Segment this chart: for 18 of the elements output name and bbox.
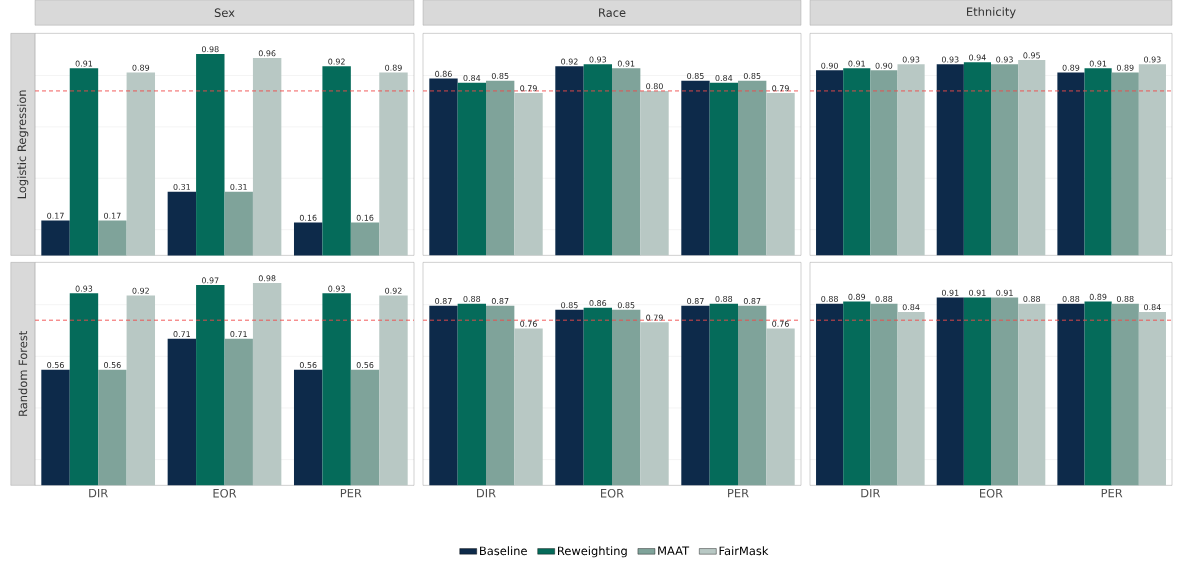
x-tick-label: EOR <box>601 488 624 498</box>
x-tick-label: DIR <box>89 488 108 498</box>
y-axis-title: Logistic Regression <box>17 90 29 199</box>
legend-label: MAAT <box>658 546 690 555</box>
x-tick-label: EOR <box>980 488 1003 498</box>
x-tick-label: PER <box>728 488 749 498</box>
legend-label: Reweighting <box>558 546 627 558</box>
x-tick-label: PER <box>1101 488 1123 498</box>
x-tick-label: DIR <box>861 488 881 498</box>
chart-title: Ethnicity <box>967 6 1016 19</box>
y-axis-title: Random Forest <box>18 330 28 416</box>
x-tick-label: PER <box>340 488 362 498</box>
chart-title: Sex <box>214 8 235 17</box>
x-tick-label: EOR <box>213 488 237 498</box>
x-tick-label: DIR <box>477 488 496 498</box>
chart-title: Race <box>599 8 626 17</box>
legend-label: Baseline <box>480 546 527 555</box>
legend-label: FairMask <box>719 546 769 555</box>
